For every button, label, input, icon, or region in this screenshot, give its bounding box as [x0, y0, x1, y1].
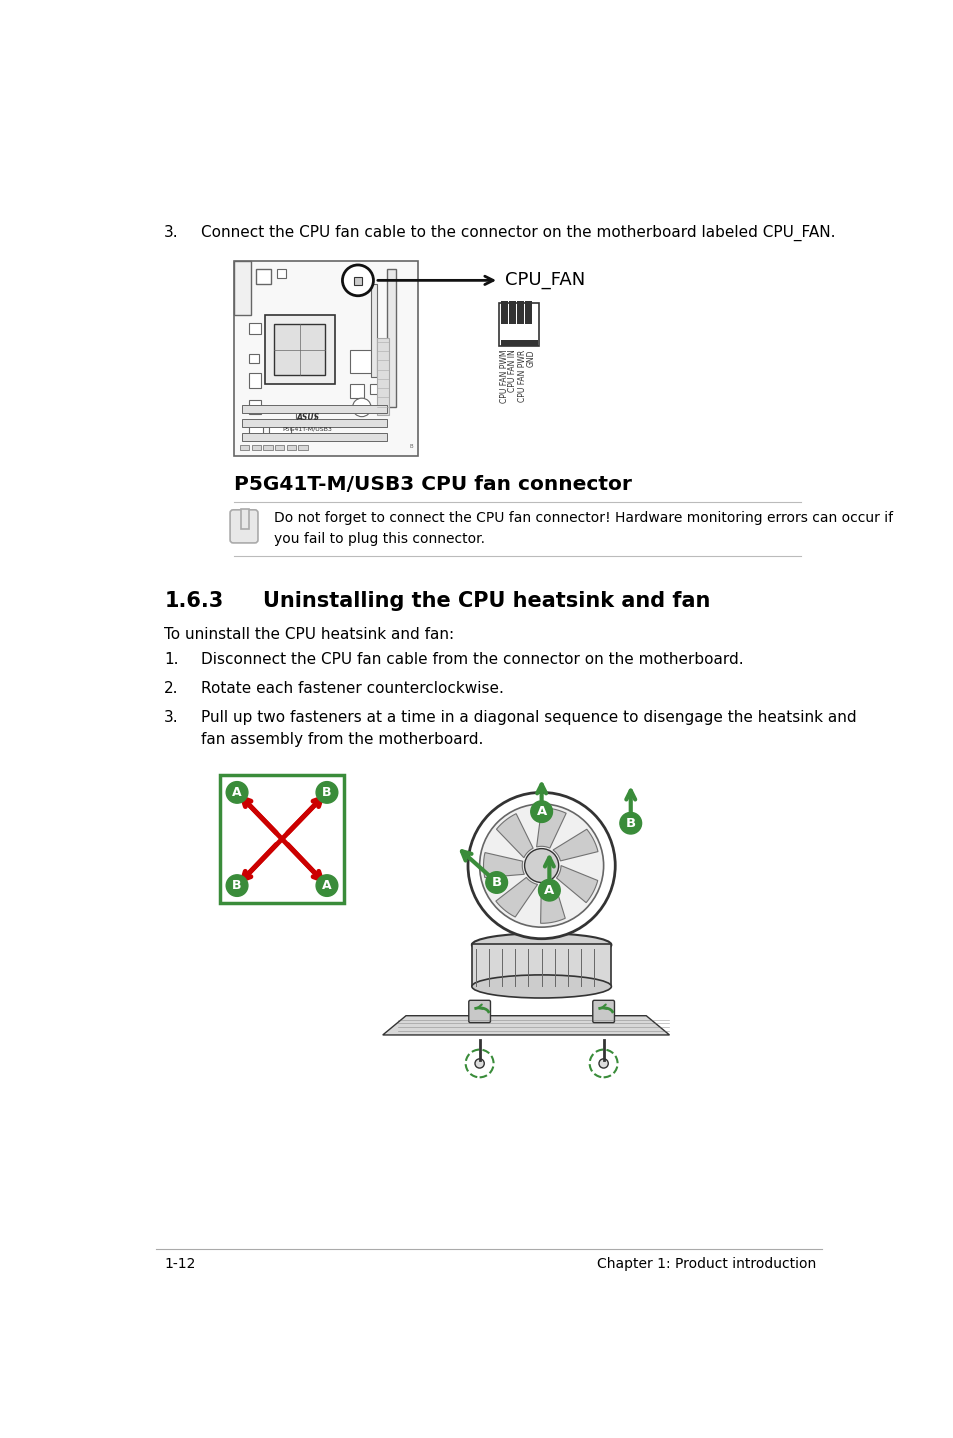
Bar	[233, 262, 417, 456]
Circle shape	[353, 398, 371, 417]
Text: CPU FAN PWR: CPU FAN PWR	[517, 349, 526, 401]
Text: CPU FAN PWM: CPU FAN PWM	[499, 349, 508, 403]
Text: 1.6.3: 1.6.3	[164, 591, 223, 611]
Circle shape	[342, 265, 373, 296]
Circle shape	[315, 782, 337, 804]
Text: 2.: 2.	[164, 680, 178, 696]
Circle shape	[315, 874, 337, 896]
FancyBboxPatch shape	[468, 1001, 490, 1022]
Polygon shape	[556, 866, 598, 903]
Circle shape	[475, 1058, 484, 1068]
Bar	[500, 339, 537, 345]
Bar	[241, 433, 386, 440]
Text: 1-12: 1-12	[164, 1257, 195, 1271]
Bar	[472, 945, 611, 986]
Polygon shape	[540, 880, 565, 923]
Text: A: A	[543, 884, 554, 897]
Bar	[350, 349, 377, 372]
Bar	[509, 301, 516, 324]
Bar	[274, 324, 325, 375]
Bar	[286, 446, 295, 450]
Bar	[276, 269, 286, 278]
Bar	[298, 446, 307, 450]
Ellipse shape	[472, 975, 611, 998]
Polygon shape	[382, 1015, 669, 1035]
Circle shape	[226, 874, 248, 896]
Bar	[255, 269, 271, 285]
Bar	[233, 262, 251, 315]
Bar	[252, 446, 261, 450]
Bar	[265, 315, 335, 384]
Text: ASUS: ASUS	[295, 413, 319, 421]
Bar	[249, 322, 261, 334]
Text: B: B	[491, 876, 501, 889]
Circle shape	[598, 1058, 608, 1068]
Circle shape	[468, 792, 615, 939]
Polygon shape	[496, 814, 533, 857]
Text: To uninstall the CPU heatsink and fan:: To uninstall the CPU heatsink and fan:	[164, 627, 454, 641]
Polygon shape	[553, 830, 598, 861]
Bar	[263, 446, 273, 450]
Text: Chapter 1: Product introduction: Chapter 1: Product introduction	[597, 1257, 816, 1271]
Bar	[354, 278, 361, 285]
Bar	[350, 384, 364, 398]
Bar	[295, 411, 315, 427]
Text: 1.: 1.	[164, 651, 178, 666]
Text: A: A	[536, 805, 546, 818]
Text: Disconnect the CPU fan cable from the connector on the motherboard.: Disconnect the CPU fan cable from the co…	[200, 651, 742, 666]
Bar	[371, 285, 377, 377]
Bar	[377, 338, 389, 416]
Text: Connect the CPU fan cable to the connector on the motherboard labeled CPU_FAN.: Connect the CPU fan cable to the connect…	[200, 224, 834, 242]
Text: Pull up two fasteners at a time in a diagonal sequence to disengage the heatsink: Pull up two fasteners at a time in a dia…	[200, 710, 856, 748]
Circle shape	[619, 812, 641, 834]
Polygon shape	[536, 808, 565, 848]
Bar	[249, 400, 261, 414]
Bar	[249, 423, 263, 440]
FancyBboxPatch shape	[592, 1001, 614, 1022]
Text: Uninstalling the CPU heatsink and fan: Uninstalling the CPU heatsink and fan	[262, 591, 709, 611]
FancyBboxPatch shape	[230, 510, 257, 544]
Circle shape	[537, 880, 559, 902]
Bar	[249, 354, 258, 362]
Ellipse shape	[472, 933, 611, 956]
Bar	[241, 406, 386, 413]
Text: 3.: 3.	[164, 224, 178, 240]
Text: A: A	[232, 787, 242, 800]
Text: B: B	[625, 817, 635, 830]
Bar	[498, 303, 538, 345]
Bar	[269, 423, 291, 434]
Circle shape	[226, 782, 248, 804]
Text: P5G41T-M/USB3 CPU fan connector: P5G41T-M/USB3 CPU fan connector	[233, 475, 631, 495]
Bar	[274, 446, 284, 450]
Circle shape	[479, 804, 603, 928]
Text: P5G41T-M/USB3: P5G41T-M/USB3	[282, 427, 333, 431]
Bar	[240, 446, 249, 450]
Bar	[369, 384, 378, 394]
Text: B: B	[322, 787, 332, 800]
Bar	[524, 301, 531, 324]
Bar	[241, 418, 386, 427]
Text: 3.: 3.	[164, 710, 178, 725]
Text: GND: GND	[526, 349, 535, 367]
Polygon shape	[483, 853, 524, 877]
Polygon shape	[496, 877, 537, 917]
Text: CPU_FAN: CPU_FAN	[505, 272, 585, 289]
Bar	[386, 269, 395, 407]
Text: A: A	[322, 879, 332, 892]
Circle shape	[530, 801, 552, 823]
Circle shape	[485, 871, 507, 893]
Text: Do not forget to connect the CPU fan connector! Hardware monitoring errors can o: Do not forget to connect the CPU fan con…	[274, 512, 892, 546]
Text: B: B	[233, 879, 241, 892]
Bar	[500, 301, 508, 324]
Bar	[517, 301, 523, 324]
Text: CPU FAN IN: CPU FAN IN	[508, 349, 517, 393]
Bar	[249, 372, 261, 388]
Polygon shape	[241, 509, 249, 529]
Circle shape	[524, 848, 558, 883]
Text: Rotate each fastener counterclockwise.: Rotate each fastener counterclockwise.	[200, 680, 503, 696]
Bar	[220, 775, 344, 903]
Text: B: B	[409, 444, 413, 449]
